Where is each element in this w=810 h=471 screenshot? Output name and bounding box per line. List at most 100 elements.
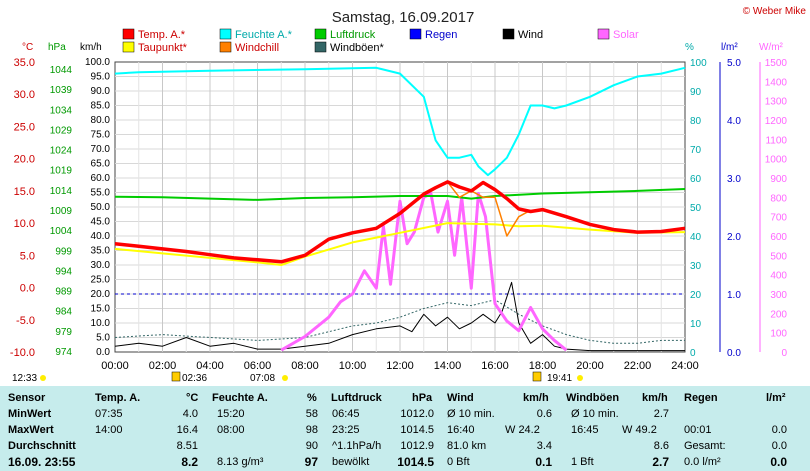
solar-tick-7: 800 (770, 193, 787, 204)
legend-swatch-6 (122, 41, 135, 53)
wind-tick-14: 30.0 (91, 260, 111, 271)
header-humidity: Feuchte A. (212, 392, 268, 404)
wind-tick-6: 70.0 (91, 144, 111, 155)
legend-swatch-0 (122, 28, 135, 40)
wind-tick-17: 15.0 (91, 304, 111, 315)
stats-cell-h1: 8.13 g/m³ (217, 456, 264, 468)
temp-tick-8: -5.0 (16, 315, 35, 327)
solar-tick-13: 200 (770, 309, 787, 320)
pressure-tick-0: 1044 (50, 65, 73, 76)
stats-cell-w1: Ø 10 min. (447, 408, 495, 420)
series-taupunkt (114, 222, 686, 266)
x-tick-0: 00:00 (101, 360, 129, 372)
wind-tick-12: 40.0 (91, 231, 111, 242)
wind-unit-label: km/h (80, 42, 102, 53)
stats-cell-w2: 0.1 (535, 455, 552, 469)
wind-tick-15: 25.0 (91, 275, 111, 286)
solar-tick-9: 600 (770, 232, 787, 243)
humidity-tick-5: 50 (690, 203, 702, 214)
series-feuchte-a (114, 66, 686, 177)
legend-label-2: Luftdruck (330, 29, 376, 41)
header-wind-unit: km/h (523, 392, 549, 404)
stats-cell-g2: 2.7 (652, 455, 669, 469)
pressure-tick-7: 1009 (50, 206, 73, 217)
x-tick-6: 12:00 (386, 360, 414, 372)
humidity-tick-10: 0 (690, 348, 696, 359)
stats-cell-t2: 16.4 (176, 424, 198, 436)
legend-swatch-3 (409, 28, 422, 40)
humidity-tick-1: 90 (690, 87, 702, 98)
solar-tick-5: 1000 (765, 155, 788, 166)
legend-swatch-2 (314, 28, 327, 40)
header-pressure: Luftdruck (331, 392, 382, 404)
x-tick-8: 16:00 (481, 360, 509, 372)
rain-tick-1: 4.0 (727, 116, 741, 127)
header-gust-unit: km/h (642, 392, 668, 404)
stats-cell-w2: 0.6 (536, 408, 552, 420)
sunset-label: 19:41 (547, 373, 572, 384)
stats-table: Sensor Temp. A. °C Feuchte A. % Luftdruc… (0, 386, 810, 471)
stats-cell-r2: 0.0 (771, 424, 787, 436)
stats-cell-h1: 08:00 (217, 424, 245, 436)
stats-cell-r2: 0.0 (771, 440, 787, 452)
moon-time-label: 12:33 (12, 373, 37, 384)
solar-tick-0: 1500 (765, 58, 788, 69)
x-tick-3: 06:00 (244, 360, 272, 372)
stats-cell-h2: 90 (305, 440, 318, 452)
sun-icon-2 (577, 375, 583, 381)
stats-cell-w1: 81.0 km (447, 440, 487, 452)
legend-label-4: Wind (518, 29, 543, 41)
stats-cell-p1: 23:25 (332, 424, 360, 436)
wind-tick-13: 35.0 (91, 246, 111, 257)
temp-tick-4: 15.0 (14, 186, 35, 198)
wind-tick-9: 55.0 (91, 188, 111, 199)
legend-swatch-4 (502, 28, 515, 40)
legend-label-3: Regen (425, 29, 457, 41)
rain-tick-0: 5.0 (727, 58, 741, 69)
legend-label-8: Windböen* (330, 42, 385, 54)
pressure-unit-label: hPa (48, 42, 66, 53)
legend-label-5: Solar (613, 29, 639, 41)
stats-cell-label: Durchschnitt (8, 440, 76, 452)
stats-cell-h2: 58 (305, 408, 318, 420)
header-temp-unit: °C (186, 392, 199, 404)
stats-cell-g1: 16:45 (571, 424, 599, 436)
stats-cell-label: MinWert (8, 408, 52, 420)
wind-tick-1: 95.0 (91, 72, 111, 83)
solar-tick-12: 300 (770, 290, 787, 301)
temp-tick-2: 25.0 (14, 121, 35, 133)
rain-tick-4: 1.0 (727, 290, 741, 301)
temp-tick-0: 35.0 (14, 57, 35, 69)
sunrise-label: 07:08 (250, 373, 275, 384)
wind-tick-2: 90.0 (91, 86, 111, 97)
x-tick-11: 22:00 (624, 360, 652, 372)
stats-cell-r2: 0.0 (770, 455, 787, 469)
temp-tick-7: 0.0 (20, 283, 35, 295)
humidity-tick-6: 40 (690, 232, 702, 243)
stats-cell-t1: 07:35 (95, 408, 123, 420)
rain-tick-5: 0.0 (727, 348, 741, 359)
wind-tick-5: 75.0 (91, 130, 111, 141)
wind-tick-7: 65.0 (91, 159, 111, 170)
legend-label-6: Taupunkt* (138, 42, 188, 54)
stats-cell-label: MaxWert (8, 424, 54, 436)
legend-label-1: Feuchte A.* (235, 29, 293, 41)
stats-cell-g2: 2.7 (653, 408, 669, 420)
temp-unit-label: °C (22, 42, 33, 53)
legend-label-0: Temp. A.* (138, 29, 186, 41)
rain-tick-3: 2.0 (727, 232, 741, 243)
pressure-tick-8: 1004 (50, 226, 73, 237)
stats-cell-t2: 8.51 (176, 440, 198, 452)
legend-swatch-5 (597, 28, 610, 40)
header-rain-unit: l/m² (766, 392, 786, 404)
legend-swatch-7 (219, 41, 232, 53)
header-pressure-unit: hPa (412, 392, 433, 404)
stats-cell-h2: 97 (304, 455, 318, 469)
temp-tick-3: 20.0 (14, 154, 35, 166)
sunrise-icon (282, 375, 288, 381)
pressure-tick-14: 974 (55, 347, 72, 358)
pressure-tick-13: 979 (55, 327, 72, 338)
humidity-tick-0: 100 (690, 58, 707, 69)
moon-icon-1 (40, 375, 46, 381)
pressure-tick-12: 984 (55, 307, 72, 318)
